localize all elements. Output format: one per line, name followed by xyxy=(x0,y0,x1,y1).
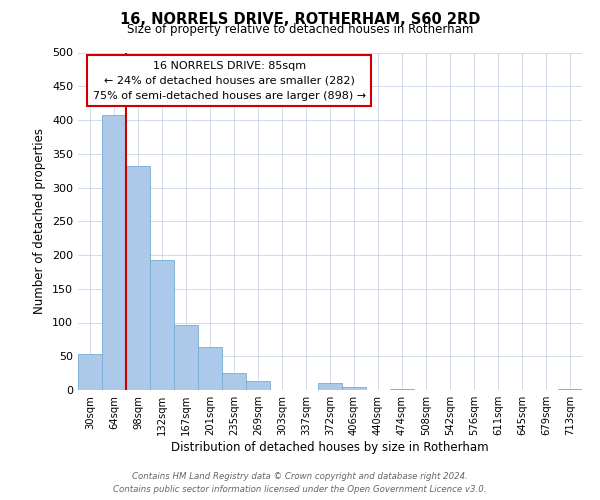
Bar xyxy=(102,116,126,390)
Bar xyxy=(318,383,342,390)
Bar xyxy=(150,260,174,390)
Bar xyxy=(78,354,102,390)
X-axis label: Distribution of detached houses by size in Rotherham: Distribution of detached houses by size … xyxy=(171,441,489,454)
Text: 16, NORRELS DRIVE, ROTHERHAM, S60 2RD: 16, NORRELS DRIVE, ROTHERHAM, S60 2RD xyxy=(120,12,480,28)
Text: Size of property relative to detached houses in Rotherham: Size of property relative to detached ho… xyxy=(127,22,473,36)
Bar xyxy=(342,386,366,390)
Bar xyxy=(198,348,222,390)
Text: Contains HM Land Registry data © Crown copyright and database right 2024.
Contai: Contains HM Land Registry data © Crown c… xyxy=(113,472,487,494)
Text: 16 NORRELS DRIVE: 85sqm
← 24% of detached houses are smaller (282)
75% of semi-d: 16 NORRELS DRIVE: 85sqm ← 24% of detache… xyxy=(92,61,366,100)
Bar xyxy=(222,373,246,390)
Bar xyxy=(126,166,150,390)
Bar xyxy=(174,324,198,390)
Y-axis label: Number of detached properties: Number of detached properties xyxy=(34,128,46,314)
Bar xyxy=(558,388,582,390)
Bar xyxy=(246,380,270,390)
